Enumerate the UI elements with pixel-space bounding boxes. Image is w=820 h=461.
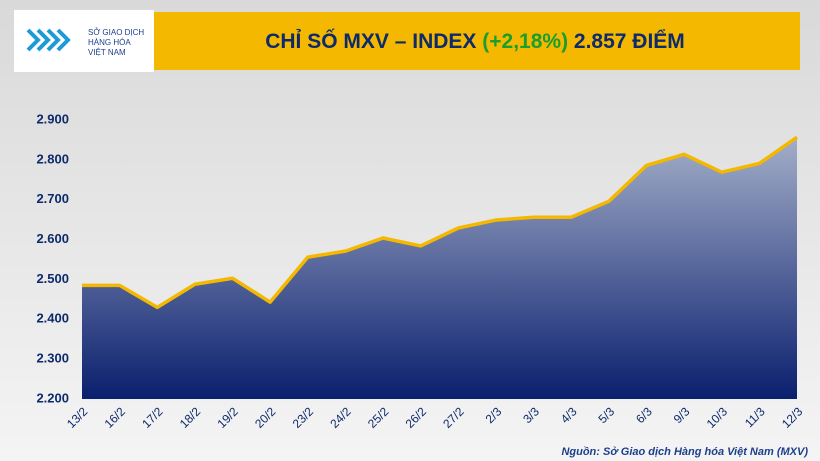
source-note: Nguồn: Sở Giao dịch Hàng hóa Việt Nam (M…	[561, 446, 808, 458]
logo-text: SỞ GIAO DỊCH	[88, 28, 144, 37]
title-change: (+2,18%)	[482, 30, 568, 53]
y-tick-label: 2.200	[36, 390, 69, 405]
y-tick-label: 2.500	[36, 271, 69, 286]
area	[82, 137, 797, 400]
logo-icon	[26, 28, 71, 52]
y-tick-label: 2.800	[36, 151, 69, 166]
y-tick-label: 2.900	[36, 111, 69, 126]
header-bar	[150, 12, 800, 70]
line	[82, 135, 799, 310]
logo-text: VIỆT NAM	[88, 48, 126, 57]
title-main: CHỈ SỐ MXV – INDEX	[265, 29, 476, 53]
y-tick-label: 2.400	[36, 311, 69, 326]
logo-text: HÀNG HÓA	[88, 38, 131, 47]
y-tick-label: 2.600	[36, 231, 69, 246]
y-tick-label: 2.300	[36, 351, 69, 366]
title-last: 2.857 ĐIỂM	[574, 30, 685, 53]
y-tick-label: 2.700	[36, 191, 69, 206]
chart-title: CHỈ SỐ MXV – INDEX (+2,18%) 2.857 ĐIỂM	[265, 29, 685, 53]
